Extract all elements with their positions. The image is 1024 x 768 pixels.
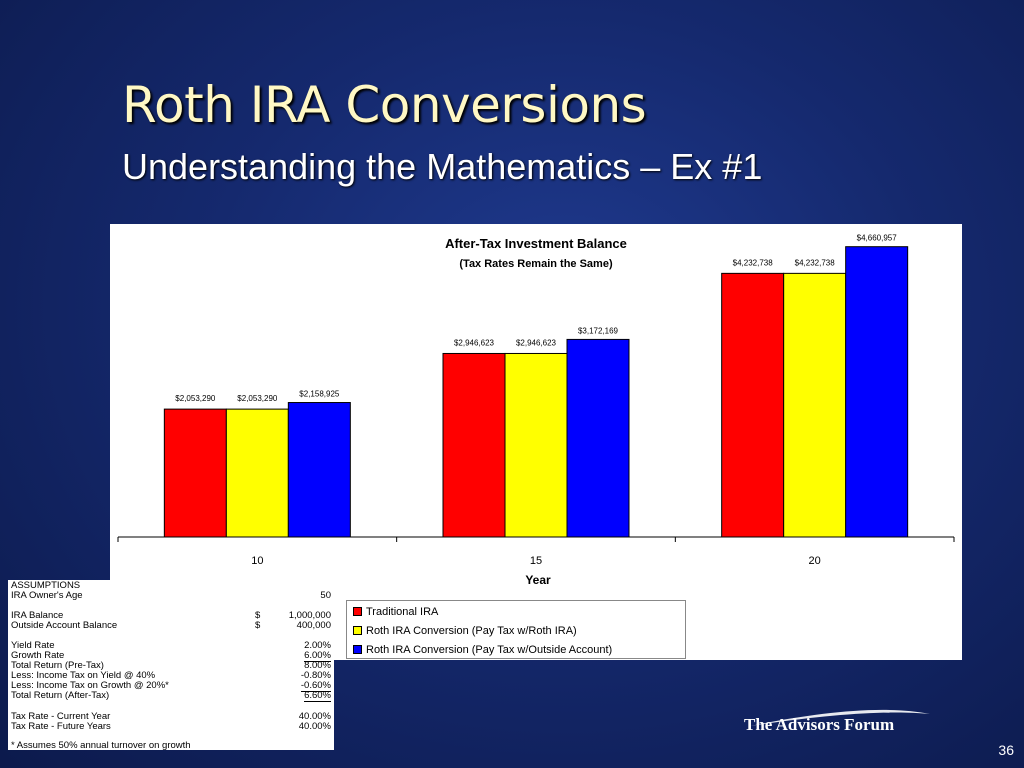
bar bbox=[845, 246, 909, 538]
assumptions-table: ASSUMPTIONS IRA Owner's Age 50 IRA Balan… bbox=[8, 580, 334, 751]
x-tick-label: 15 bbox=[530, 555, 542, 567]
logo-text: The Advisors Forum bbox=[744, 715, 895, 734]
bar bbox=[225, 408, 289, 538]
assumption-row: Outside Account Balance $ 400,000 bbox=[11, 620, 331, 631]
assumption-row: Tax Rate - Current Year 40.00% bbox=[11, 711, 331, 722]
legend-item: Traditional IRA bbox=[353, 605, 438, 619]
bar bbox=[442, 352, 506, 538]
assumption-row: Yield Rate 2.00% bbox=[11, 640, 331, 651]
assumption-row: IRA Balance $ 1,000,000 bbox=[11, 610, 331, 621]
bar bbox=[566, 338, 630, 538]
x-tick-label: 10 bbox=[251, 555, 263, 567]
slide-title: Roth IRA Conversions bbox=[122, 76, 647, 134]
assumption-row: Tax Rate - Future Years 40.00% bbox=[11, 721, 331, 732]
assumptions-header: ASSUMPTIONS bbox=[11, 580, 81, 591]
legend-label: Roth IRA Conversion (Pay Tax w/Outside A… bbox=[366, 644, 613, 656]
legend-item: Roth IRA Conversion (Pay Tax w/Roth IRA) bbox=[353, 624, 577, 638]
legend-swatch bbox=[353, 606, 362, 616]
data-label: $2,946,623 bbox=[516, 338, 557, 347]
bar bbox=[163, 408, 227, 538]
legend-swatch bbox=[353, 625, 362, 635]
page-number: 36 bbox=[998, 742, 1014, 758]
legend-label: Roth IRA Conversion (Pay Tax w/Roth IRA) bbox=[366, 625, 577, 637]
bar bbox=[504, 352, 568, 538]
chart-legend: Traditional IRA Roth IRA Conversion (Pay… bbox=[346, 600, 686, 659]
data-label: $3,172,169 bbox=[578, 326, 619, 335]
chart-title: After-Tax Investment Balance bbox=[445, 236, 627, 251]
bar bbox=[783, 272, 847, 538]
assumptions-footnote: * Assumes 50% annual turnover on growth bbox=[11, 740, 191, 751]
assumption-row: IRA Owner's Age 50 bbox=[11, 590, 331, 601]
assumption-row: Total Return (Pre-Tax) 8.00% bbox=[11, 660, 331, 671]
x-tick-label: 20 bbox=[809, 555, 821, 567]
data-label: $4,660,957 bbox=[857, 234, 898, 243]
logo-swoosh-icon bbox=[750, 709, 930, 726]
assumption-row: Growth Rate 6.00% bbox=[11, 650, 331, 662]
assumption-row: Less: Income Tax on Yield @ 40% -0.80% bbox=[11, 670, 331, 681]
data-label: $4,232,738 bbox=[795, 258, 836, 267]
bar bbox=[287, 402, 351, 538]
data-label: $2,946,623 bbox=[454, 338, 495, 347]
legend-item: Roth IRA Conversion (Pay Tax w/Outside A… bbox=[353, 643, 612, 657]
bar bbox=[721, 272, 785, 538]
assumption-row: Less: Income Tax on Growth @ 20%* -0.60% bbox=[11, 680, 331, 692]
legend-swatch bbox=[353, 644, 362, 654]
legend-label: Traditional IRA bbox=[366, 606, 439, 618]
bar-chart: After-Tax Investment Balance (Tax Rates R… bbox=[117, 234, 955, 587]
assumption-row: Total Return (After-Tax) 6.60% bbox=[11, 690, 331, 702]
data-label: $2,053,290 bbox=[175, 394, 216, 403]
company-logo: The Advisors Forum bbox=[740, 700, 940, 740]
data-label: $4,232,738 bbox=[733, 258, 774, 267]
chart-subtitle: (Tax Rates Remain the Same) bbox=[459, 258, 613, 270]
x-axis-label: Year bbox=[525, 573, 551, 587]
data-label: $2,158,925 bbox=[299, 390, 340, 399]
slide-subtitle: Understanding the Mathematics – Ex #1 bbox=[122, 146, 763, 187]
data-label: $2,053,290 bbox=[237, 394, 278, 403]
